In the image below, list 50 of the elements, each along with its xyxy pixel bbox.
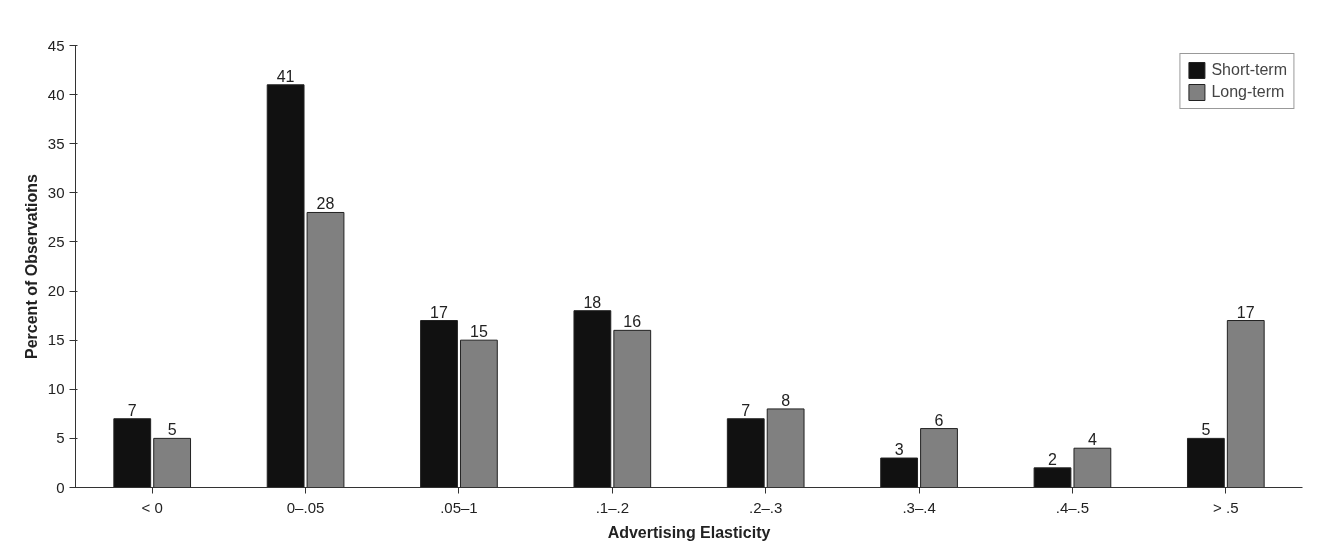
bar (1226, 320, 1265, 488)
x-tick-label: 0–.05 (286, 498, 325, 516)
bar (113, 418, 152, 488)
data-label: 28 (316, 195, 335, 213)
data-label: 18 (583, 293, 602, 311)
bar (153, 437, 192, 488)
x-tick-label: .2–.3 (749, 498, 783, 516)
y-tick-label: 45 (47, 36, 65, 54)
y-tick-label: 20 (47, 282, 65, 300)
y-tick-label: 5 (56, 429, 65, 447)
x-tick-label: .4–.5 (1055, 498, 1090, 516)
data-label: 15 (469, 323, 488, 341)
x-axis-title: Advertising Elasticity (607, 523, 771, 541)
bar (1186, 437, 1225, 488)
y-tick-label: 10 (47, 380, 65, 398)
data-label: 8 (781, 391, 791, 409)
data-label: 6 (934, 411, 944, 429)
x-tick-label: .1–.2 (595, 498, 630, 516)
data-label: 17 (430, 303, 448, 321)
legend-label: Long-term (1211, 83, 1285, 101)
data-label: 7 (127, 401, 137, 419)
data-label: 5 (167, 421, 177, 439)
data-label: 5 (1201, 421, 1211, 439)
y-tick-label: 15 (47, 331, 65, 349)
y-tick-label: 35 (47, 134, 65, 152)
data-label: 3 (894, 441, 904, 459)
data-label: 17 (1236, 303, 1255, 321)
bar (459, 339, 498, 488)
data-label: 16 (623, 313, 642, 331)
y-axis-title: Percent of Observations (22, 173, 40, 359)
bar (573, 310, 612, 488)
bar (920, 428, 958, 488)
data-label: 4 (1087, 431, 1097, 449)
bar (420, 320, 458, 488)
x-tick-label: > .5 (1213, 498, 1239, 516)
bar (880, 457, 919, 488)
y-tick-label: 25 (47, 232, 65, 250)
bar (726, 418, 765, 488)
y-tick-label: 0 (56, 478, 65, 496)
data-label: 7 (741, 401, 751, 419)
x-tick-label: < 0 (141, 498, 163, 516)
y-tick-label: 30 (47, 183, 65, 201)
bar (613, 329, 652, 488)
x-tick-label: .05–1 (440, 498, 478, 516)
legend-label: Short-term (1211, 61, 1287, 79)
data-label: 41 (276, 67, 295, 85)
x-tick-label: .3–.4 (902, 498, 936, 516)
data-label: 2 (1048, 450, 1058, 468)
y-tick-label: 40 (47, 85, 65, 103)
bar (766, 408, 805, 488)
